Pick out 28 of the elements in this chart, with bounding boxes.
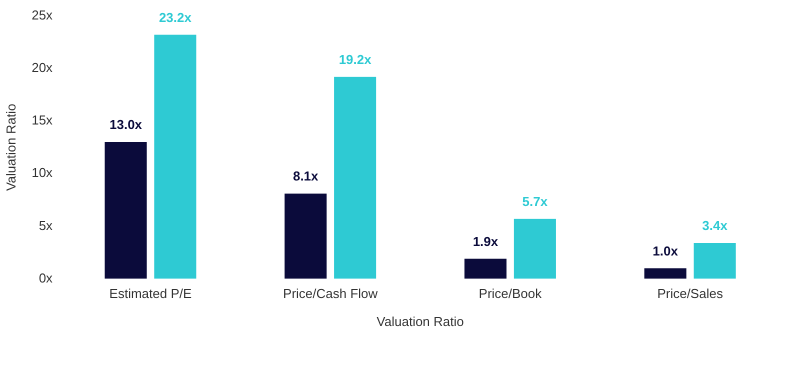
bar <box>644 268 686 279</box>
data-label: 23.2x <box>158 10 192 25</box>
bar <box>464 258 506 279</box>
data-label: 13.0x <box>109 117 143 132</box>
y-tick-label: 5x <box>38 218 54 233</box>
y-tick-label: 20x <box>32 60 54 75</box>
y-axis-title: Valuation Ratio <box>3 104 18 191</box>
data-label: 5.7x <box>522 194 548 209</box>
data-label: 1.9x <box>472 234 499 249</box>
x-tick-label: Price/Cash Flow <box>283 286 378 302</box>
data-label: 19.2x <box>338 52 372 67</box>
y-tick-label: 0x <box>38 270 54 286</box>
bar <box>104 142 147 279</box>
data-label: 3.4x <box>702 218 728 234</box>
x-tick-label: Price/Book <box>478 286 542 302</box>
x-axis-title: Valuation Ratio <box>376 314 464 329</box>
x-tick-label: Price/Sales <box>657 286 724 302</box>
y-tick-label: 15x <box>32 112 54 128</box>
bar <box>694 243 736 279</box>
y-tick-label: 25x <box>32 7 54 22</box>
bar <box>514 218 556 279</box>
y-tick-label: 10x <box>32 165 54 180</box>
bar <box>154 34 196 279</box>
data-label: 1.0x <box>652 243 679 258</box>
bar <box>284 194 327 279</box>
bar <box>334 76 376 279</box>
data-label: 8.1x <box>292 168 320 184</box>
x-tick-label: Estimated P/E <box>109 286 192 302</box>
